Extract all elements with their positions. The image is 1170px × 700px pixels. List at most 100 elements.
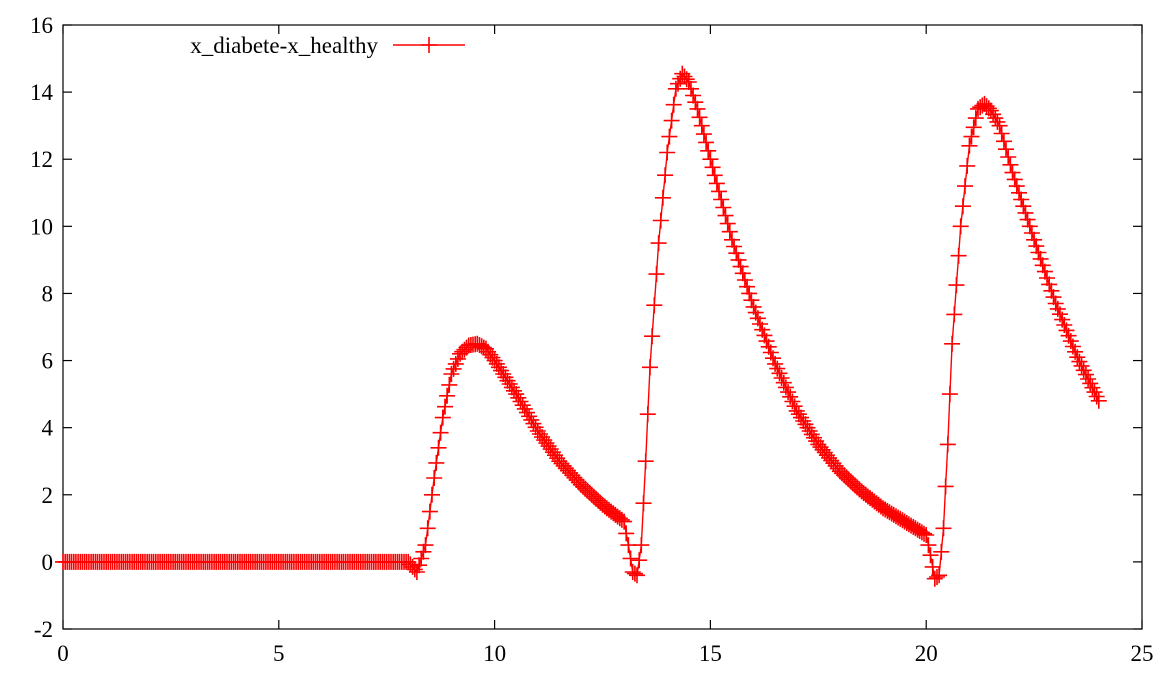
data-point-marker (421, 503, 438, 520)
data-point-marker (721, 223, 738, 240)
x-tick-label: 0 (57, 641, 69, 666)
data-point-marker (646, 297, 663, 314)
data-point-marker (739, 278, 756, 295)
data-point-marker (648, 266, 665, 283)
x-tick-label: 20 (915, 641, 938, 666)
data-point-marker (683, 80, 699, 97)
data-point-marker (486, 352, 503, 369)
data-point-marker (1090, 392, 1107, 409)
legend-marker-sample (421, 37, 437, 53)
data-point-marker (631, 552, 648, 569)
data-point-marker (806, 429, 822, 446)
data-point-marker (905, 519, 922, 535)
data-point-marker (654, 189, 671, 206)
data-point-marker (1017, 204, 1034, 221)
x-tick-label: 25 (1131, 641, 1154, 666)
data-point-marker (998, 141, 1014, 158)
legend-plus-marker (421, 37, 437, 53)
data-point-marker (1034, 257, 1051, 274)
data-point-marker (732, 258, 749, 275)
data-point-marker (644, 328, 661, 345)
data-point-marker (989, 113, 1006, 130)
data-point-marker (741, 285, 758, 302)
data-point-marker (1002, 156, 1019, 173)
data-point-marker (430, 439, 447, 456)
data-point-marker (650, 235, 667, 252)
data-point-marker (661, 128, 678, 145)
data-point-marker (1045, 289, 1062, 306)
data-point-marker (924, 558, 941, 575)
data-point-marker (454, 343, 471, 360)
data-point-marker (419, 520, 436, 537)
y-tick-label: 2 (42, 483, 54, 508)
data-point-marker (1011, 184, 1027, 201)
data-point-marker (920, 537, 937, 554)
data-point-marker (797, 416, 814, 433)
data-point-marker (717, 207, 734, 224)
data-point-marker (918, 527, 935, 543)
data-point-marker (1041, 276, 1058, 293)
data-point-marker (490, 359, 507, 376)
data-point-marker (497, 369, 514, 386)
data-point-marker (663, 112, 680, 129)
x-tick-label: 10 (483, 641, 506, 666)
data-point-marker (611, 510, 628, 527)
data-point-marker (678, 71, 695, 88)
data-point-marker (622, 550, 639, 567)
data-point-marker (769, 360, 786, 377)
data-point-marker (903, 517, 920, 534)
data-point-marker (618, 525, 635, 542)
data-point-marker (706, 167, 723, 184)
data-point-marker (469, 335, 486, 352)
data-point-marker (1073, 357, 1090, 374)
y-tick-label: 8 (42, 281, 54, 306)
data-point-marker (626, 565, 643, 582)
legend-label: x_diabete-x_healthy (190, 33, 378, 58)
data-point-marker (946, 306, 963, 323)
data-point-marker (877, 501, 894, 518)
data-point-marker (963, 128, 980, 145)
data-point-marker (736, 272, 753, 288)
data-point-marker (570, 474, 587, 491)
data-point-marker (950, 247, 967, 264)
data-point-marker (801, 423, 818, 439)
data-point-marker (872, 498, 889, 515)
data-point-marker (777, 379, 794, 396)
y-tick-label: 10 (30, 214, 53, 239)
data-point-marker (1023, 225, 1040, 241)
data-point-marker (892, 510, 909, 527)
data-point-marker (639, 406, 656, 423)
y-tick-label: 14 (30, 80, 54, 105)
data-point-marker (635, 495, 652, 512)
data-point-marker (771, 365, 788, 382)
data-point-marker (773, 370, 790, 386)
data-point-marker (434, 409, 451, 426)
data-point-marker (488, 355, 505, 372)
data-point-marker (506, 382, 522, 399)
data-point-marker (957, 178, 973, 195)
data-point-marker (1032, 250, 1049, 267)
y-tick-label: 4 (42, 416, 54, 441)
data-point-marker (642, 359, 658, 376)
series-markers (55, 65, 1107, 587)
data-point-marker (1030, 244, 1047, 261)
data-point-marker (1069, 349, 1086, 366)
data-point-marker (881, 504, 898, 521)
data-point-marker (1088, 388, 1105, 405)
data-point-marker (691, 109, 708, 126)
data-point-marker (803, 426, 820, 443)
data-point-marker (916, 525, 932, 542)
data-point-marker (437, 398, 453, 415)
data-point-marker (715, 199, 732, 216)
data-point-marker (525, 415, 542, 432)
legend: x_diabete-x_healthy (190, 33, 465, 58)
data-point-marker (890, 509, 907, 526)
data-point-marker (704, 159, 721, 176)
data-point-marker (432, 424, 449, 441)
data-point-marker (713, 191, 730, 208)
data-point-marker (913, 524, 930, 541)
data-point-marker (471, 337, 488, 353)
data-point-marker (976, 95, 993, 112)
data-point-marker (508, 386, 525, 403)
